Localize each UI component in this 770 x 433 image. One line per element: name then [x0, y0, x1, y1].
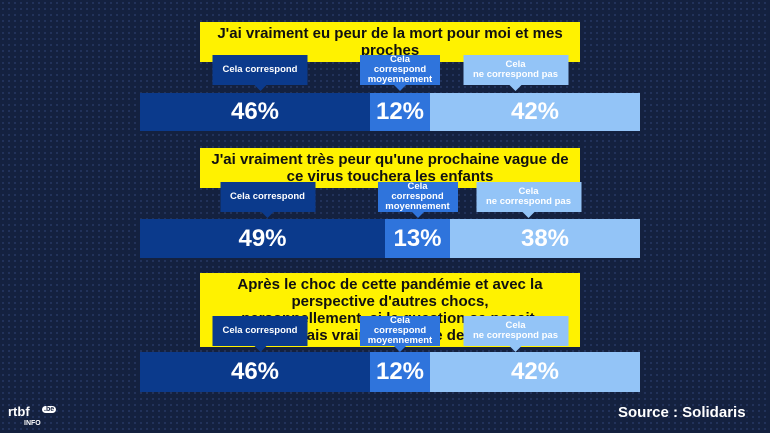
value-label: 46% [230, 98, 280, 125]
value-label: 42% [510, 98, 560, 125]
legend-callout: Cela ne correspond pas [476, 182, 581, 218]
value-label: 12% [375, 358, 425, 385]
legend-callout: Cela correspond [212, 55, 308, 91]
legend-callout: Cela correspond [220, 182, 315, 218]
legend-callout: Cela correspond [212, 316, 308, 352]
bar-segment [450, 219, 640, 258]
bar-segment [430, 352, 640, 392]
bar-segment [385, 219, 450, 258]
chart-title: J'ai vraiment très peur qu'une prochaine… [200, 148, 580, 188]
legend-callout: Cela correspond moyennement [360, 55, 440, 91]
bar-segment [140, 352, 370, 392]
value-label: 49% [238, 224, 287, 252]
bar-segment [370, 93, 430, 131]
legend-callout: Cela ne correspond pas [463, 316, 568, 352]
legend-callout: Cela ne correspond pas [463, 55, 568, 91]
value-label: 42% [510, 358, 560, 385]
value-label: 46% [230, 358, 280, 385]
source: Source : Solidaris [618, 404, 746, 421]
value-label: 13% [393, 224, 442, 252]
legend-callout: Cela correspond moyennement [360, 316, 440, 352]
logo: rtbf [8, 404, 30, 419]
bar-segment [370, 352, 430, 392]
legend-callout: Cela correspond moyennement [377, 182, 458, 218]
bar-segment [140, 219, 385, 258]
bar-segment [430, 93, 640, 131]
value-label: 12% [375, 98, 425, 125]
chart-title: J'ai vraiment eu peur de la mort pour mo… [200, 22, 580, 62]
value-label: 38% [520, 224, 570, 252]
logo-domain: .be [42, 406, 57, 413]
logo-sub: INFO [24, 420, 41, 427]
bar-segment [140, 93, 370, 131]
